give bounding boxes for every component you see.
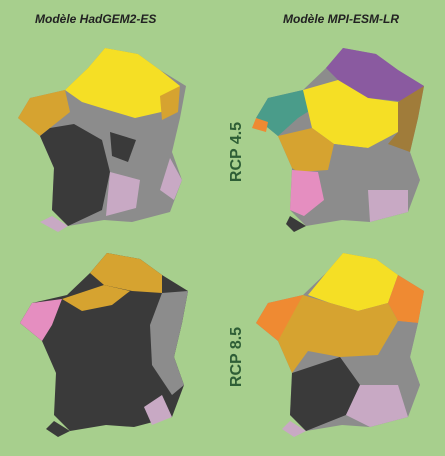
row-label-rcp85: RCP 8.5	[228, 326, 245, 388]
row-label-rcp45: RCP 4.5	[228, 121, 245, 183]
column-header-hadgem2: Modèle HadGEM2-ES	[35, 12, 157, 26]
france-map-hadgem2-rcp85	[20, 253, 188, 437]
france-map-hadgem2-rcp45	[18, 48, 186, 232]
france-map-mpi-rcp85	[256, 253, 424, 437]
france-map-mpi-rcp45	[252, 48, 424, 232]
column-header-mpi: Modèle MPI-ESM-LR	[283, 12, 399, 26]
